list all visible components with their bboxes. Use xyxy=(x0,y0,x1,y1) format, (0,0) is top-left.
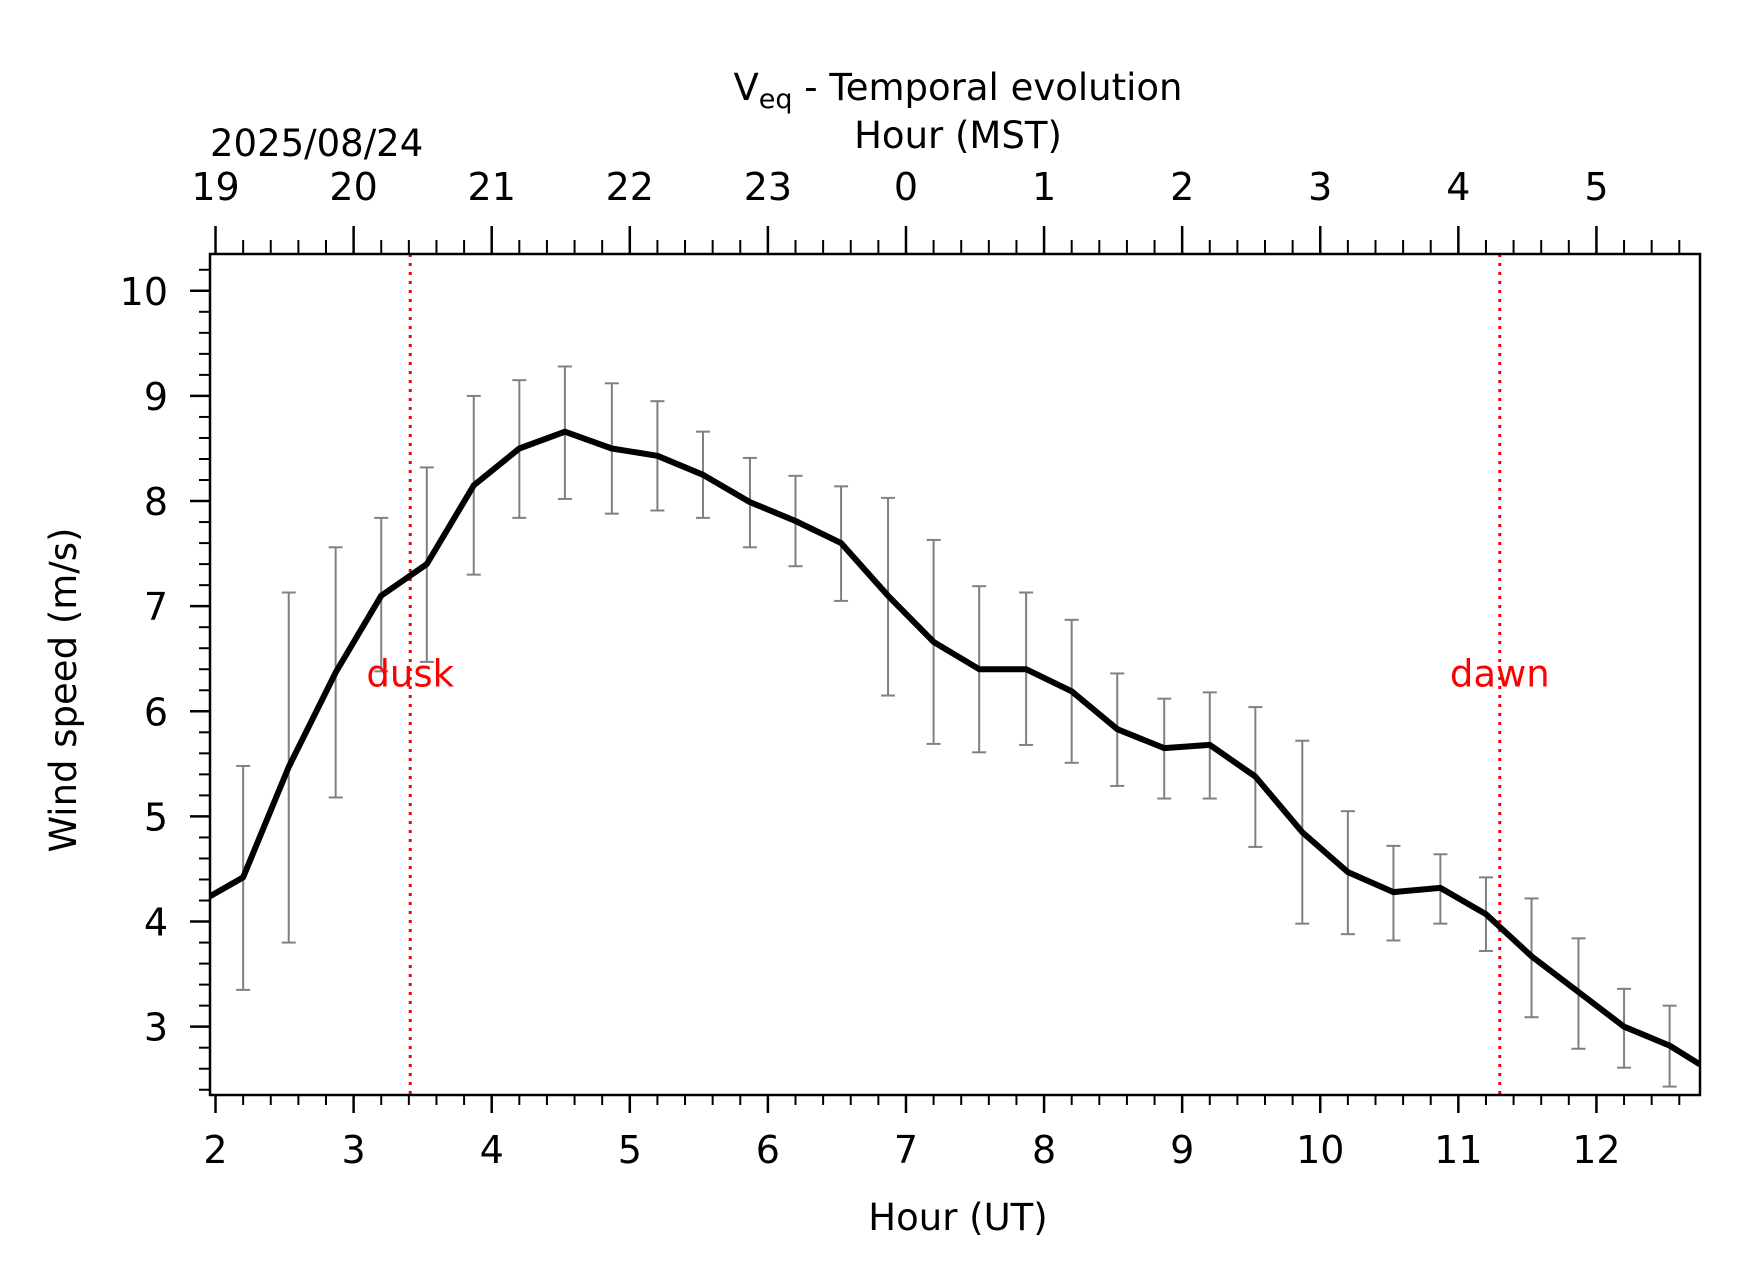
x-tick-label: 7 xyxy=(894,1128,918,1172)
x-top-tick-label: 21 xyxy=(468,165,516,209)
y-tick-label: 5 xyxy=(144,795,168,839)
x-tick-label: 3 xyxy=(342,1128,366,1172)
y-axis-ticks: 3 4 5 6 7 8 9 10 xyxy=(120,268,210,1091)
y-tick-label: 7 xyxy=(144,585,168,629)
x-top-tick-label: 19 xyxy=(191,165,239,209)
x-tick-label: 11 xyxy=(1434,1128,1482,1172)
x-top-tick-label: 0 xyxy=(894,165,918,209)
x-tick-label: 4 xyxy=(480,1128,504,1172)
plot-frame xyxy=(208,252,1702,1097)
x-tick-label: 8 xyxy=(1032,1128,1056,1172)
x-top-tick-label: 5 xyxy=(1584,165,1608,209)
series-lines xyxy=(210,428,1700,1068)
series-line xyxy=(210,428,1700,1068)
x-top-tick-label: 4 xyxy=(1446,165,1470,209)
x-top-axis-ticks: 19 20 21 22 23 0 1 2 3 4 5 xyxy=(191,165,1681,254)
x-tick-label: 10 xyxy=(1296,1128,1344,1172)
date-label: 2025/08/24 xyxy=(210,122,423,165)
x-tick-label: 2 xyxy=(203,1128,227,1172)
x-top-tick-label: 23 xyxy=(744,165,792,209)
chart-title: Veq - Temporal evolution xyxy=(733,66,1182,115)
y-tick-label: 10 xyxy=(120,270,168,314)
x-tick-label: 6 xyxy=(756,1128,780,1172)
x-axis-ticks: 2 3 4 5 6 7 8 9 10 11 12 xyxy=(203,1095,1681,1172)
y-tick-label: 9 xyxy=(144,375,168,419)
x-tick-label: 9 xyxy=(1170,1128,1194,1172)
event-labels: dusk dawn xyxy=(366,653,1549,696)
y-tick-label: 8 xyxy=(144,480,168,524)
x-top-tick-label: 3 xyxy=(1308,165,1332,209)
x-top-tick-label: 20 xyxy=(329,165,377,209)
y-tick-label: 4 xyxy=(144,901,168,945)
x-tick-label: 12 xyxy=(1572,1128,1620,1172)
x-top-tick-label: 22 xyxy=(606,165,654,209)
event-label-dawn: dawn xyxy=(1450,653,1550,696)
x-axis-title: Hour (UT) xyxy=(868,1196,1047,1239)
y-axis-title: Wind speed (m/s) xyxy=(42,528,85,853)
y-tick-label: 6 xyxy=(144,690,168,734)
x-top-tick-label: 2 xyxy=(1170,165,1194,209)
event-label-dusk: dusk xyxy=(366,653,454,696)
x-tick-label: 5 xyxy=(618,1128,642,1172)
x-top-tick-label: 1 xyxy=(1032,165,1056,209)
top-axis-title: Hour (MST) xyxy=(854,114,1062,157)
y-tick-label: 3 xyxy=(144,1006,168,1050)
